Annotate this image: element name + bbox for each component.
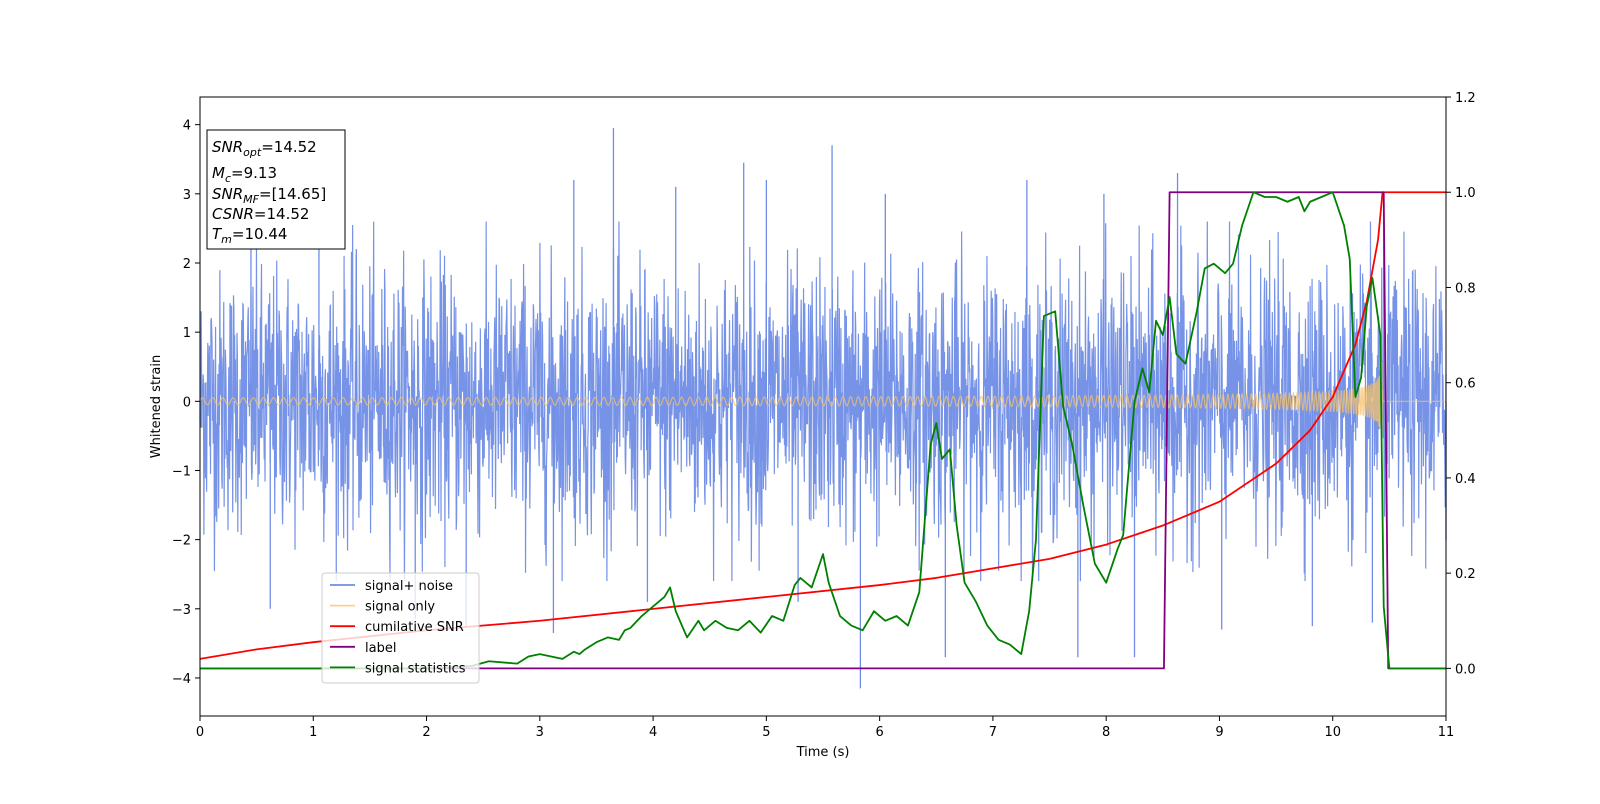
y-tick-label: −1 bbox=[172, 464, 191, 479]
y2-tick-label: 1.2 bbox=[1455, 91, 1476, 106]
y-tick-label: 4 bbox=[183, 119, 191, 134]
y2-tick-label: 0.0 bbox=[1455, 662, 1476, 677]
legend-label: signal only bbox=[365, 600, 435, 615]
annotation-value: =14.52 bbox=[254, 205, 310, 223]
y-tick-label: 1 bbox=[183, 326, 191, 341]
x-tick-label: 5 bbox=[762, 725, 770, 740]
x-tick-label: 9 bbox=[1215, 725, 1223, 740]
x-tick-label: 11 bbox=[1438, 725, 1455, 740]
annotation-value: =[14.65] bbox=[259, 185, 326, 203]
x-axis-label: Time (s) bbox=[796, 745, 850, 760]
x-tick-label: 7 bbox=[989, 725, 997, 740]
annotation-line: SNRopt=14.52 bbox=[212, 138, 317, 159]
annotation-subscript: m bbox=[221, 233, 232, 246]
y-tick-label: −4 bbox=[172, 672, 191, 687]
x-tick-label: 1 bbox=[309, 725, 317, 740]
x-tick-label: 8 bbox=[1102, 725, 1110, 740]
y-tick-label: 0 bbox=[183, 395, 191, 410]
annotation-value: =9.13 bbox=[231, 164, 277, 182]
annotation-box: SNRopt=14.52Mc=9.13SNRMF=[14.65]CSNR=14.… bbox=[207, 130, 345, 249]
y-tick-label: 2 bbox=[183, 257, 191, 272]
y2-tick-label: 0.8 bbox=[1455, 281, 1476, 296]
y-tick-label: 3 bbox=[183, 188, 191, 203]
x-tick-label: 3 bbox=[536, 725, 544, 740]
x-tick-label: 10 bbox=[1324, 725, 1341, 740]
x-tick-label: 2 bbox=[422, 725, 430, 740]
legend-label: signal+ noise bbox=[365, 579, 453, 594]
y2-tick-label: 0.6 bbox=[1455, 377, 1476, 392]
y-tick-label: −3 bbox=[172, 603, 191, 618]
annotation-line: CSNR=14.52 bbox=[212, 205, 309, 223]
annotation-value: =14.52 bbox=[261, 138, 317, 156]
annotation-symbol: SNR bbox=[212, 138, 243, 156]
annotation-line: Mc=9.13 bbox=[212, 164, 277, 185]
legend-label: label bbox=[365, 641, 396, 656]
y-tick-label: −2 bbox=[172, 534, 191, 549]
legend-label: cumilative SNR bbox=[365, 620, 464, 635]
annotation-symbol: M bbox=[212, 164, 225, 182]
y2-tick-label: 0.2 bbox=[1455, 567, 1476, 582]
y2-tick-label: 1.0 bbox=[1455, 186, 1476, 201]
x-tick-label: 6 bbox=[875, 725, 883, 740]
annotation-symbol: SNR bbox=[212, 185, 243, 203]
annotation-line: SNRMF=[14.65] bbox=[212, 185, 326, 206]
y-axis-label: Whitened strain bbox=[149, 355, 164, 458]
legend-label: signal statistics bbox=[365, 661, 466, 676]
x-tick-label: 4 bbox=[649, 725, 657, 740]
annotation-value: =10.44 bbox=[232, 225, 288, 243]
annotation-subscript: opt bbox=[243, 146, 262, 159]
annotation-symbol: CSNR bbox=[212, 205, 254, 223]
x-tick-label: 0 bbox=[196, 725, 204, 740]
y2-tick-label: 0.4 bbox=[1455, 472, 1476, 487]
legend: signal+ noise signal only cumilative SNR la… bbox=[322, 573, 479, 683]
